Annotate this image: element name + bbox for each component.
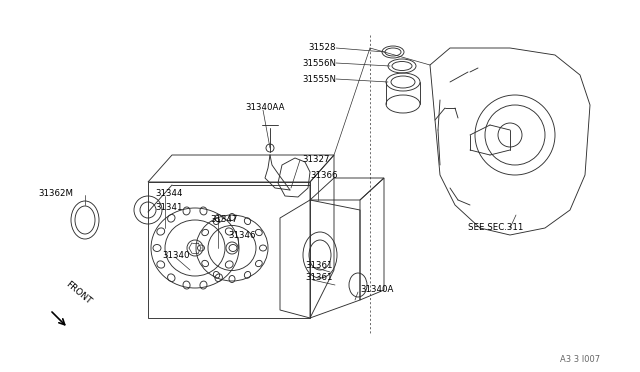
Text: 31340AA: 31340AA	[245, 103, 285, 112]
Text: 31341: 31341	[155, 203, 182, 212]
Text: 31361: 31361	[305, 273, 333, 282]
Text: 31327: 31327	[302, 155, 330, 164]
Text: 31555N: 31555N	[302, 74, 336, 83]
Text: 31347: 31347	[210, 215, 237, 224]
Text: 31556N: 31556N	[302, 58, 336, 67]
Text: 31344: 31344	[155, 189, 182, 199]
Text: FRONT: FRONT	[64, 279, 93, 306]
Text: 31366: 31366	[310, 170, 337, 180]
Text: 31340A: 31340A	[360, 285, 394, 295]
Text: 31361: 31361	[305, 260, 333, 269]
Text: 31340: 31340	[162, 250, 189, 260]
Text: SEE SEC.311: SEE SEC.311	[468, 224, 524, 232]
Text: 31346: 31346	[228, 231, 255, 240]
Text: A3 3 I007: A3 3 I007	[560, 356, 600, 365]
Text: 31362M: 31362M	[38, 189, 73, 198]
Text: 31528: 31528	[308, 44, 336, 52]
